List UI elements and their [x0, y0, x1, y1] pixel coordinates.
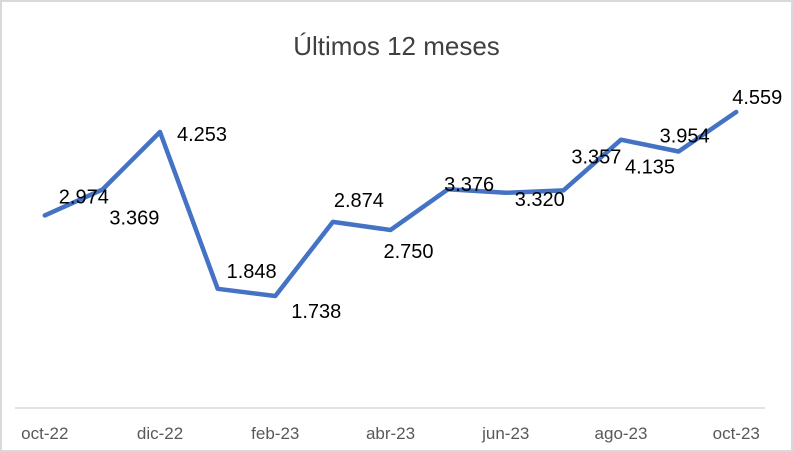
chart-title: Últimos 12 meses	[293, 31, 500, 61]
data-label: 3.320	[515, 189, 565, 211]
data-series-line	[42, 109, 739, 299]
data-label: 4.253	[177, 124, 227, 146]
x-axis-tick-label: dic-22	[137, 424, 183, 443]
data-label: 2.974	[59, 186, 109, 208]
data-label: 1.738	[291, 301, 341, 323]
data-label: 3.357	[571, 146, 621, 168]
data-label: 3.954	[660, 125, 710, 147]
x-axis-tick-label: feb-23	[251, 424, 299, 443]
data-label: 2.750	[383, 241, 433, 263]
x-axis-tick-label: oct-22	[21, 424, 68, 443]
x-axis-tick-label: abr-23	[366, 424, 415, 443]
x-axis-tick-label: ago-23	[595, 424, 648, 443]
x-axis-tick-label: oct-23	[713, 424, 760, 443]
data-label: 4.135	[625, 157, 675, 179]
data-label: 3.369	[109, 208, 159, 230]
x-axis-tick-label: jun-23	[481, 424, 529, 443]
data-label: 3.376	[444, 174, 494, 196]
data-label: 4.559	[732, 87, 782, 109]
data-label: 1.848	[227, 261, 277, 283]
data-label: 2.874	[334, 190, 384, 212]
